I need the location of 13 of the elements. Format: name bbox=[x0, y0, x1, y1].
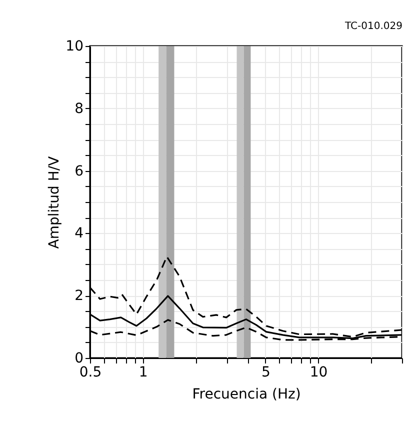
x-tick-label: 1 bbox=[138, 364, 148, 380]
x-axis-title: Frecuencia (Hz) bbox=[192, 386, 301, 402]
text: TC-010.029 bbox=[344, 21, 402, 32]
y-tick-label: 0 bbox=[74, 350, 84, 366]
x-tick-label: 10 bbox=[310, 364, 328, 380]
y-tick-label: 2 bbox=[74, 288, 84, 304]
y-tick-label: 4 bbox=[74, 226, 84, 242]
y-tick-label: 10 bbox=[66, 38, 84, 54]
y-tick-label: 6 bbox=[74, 163, 84, 180]
x-tick-label: 5 bbox=[262, 364, 270, 380]
x-tick-label: 0.5 bbox=[79, 364, 102, 380]
y-tick-label: 8 bbox=[74, 100, 84, 117]
y-axis-title: Amplitud H/V bbox=[46, 156, 63, 249]
